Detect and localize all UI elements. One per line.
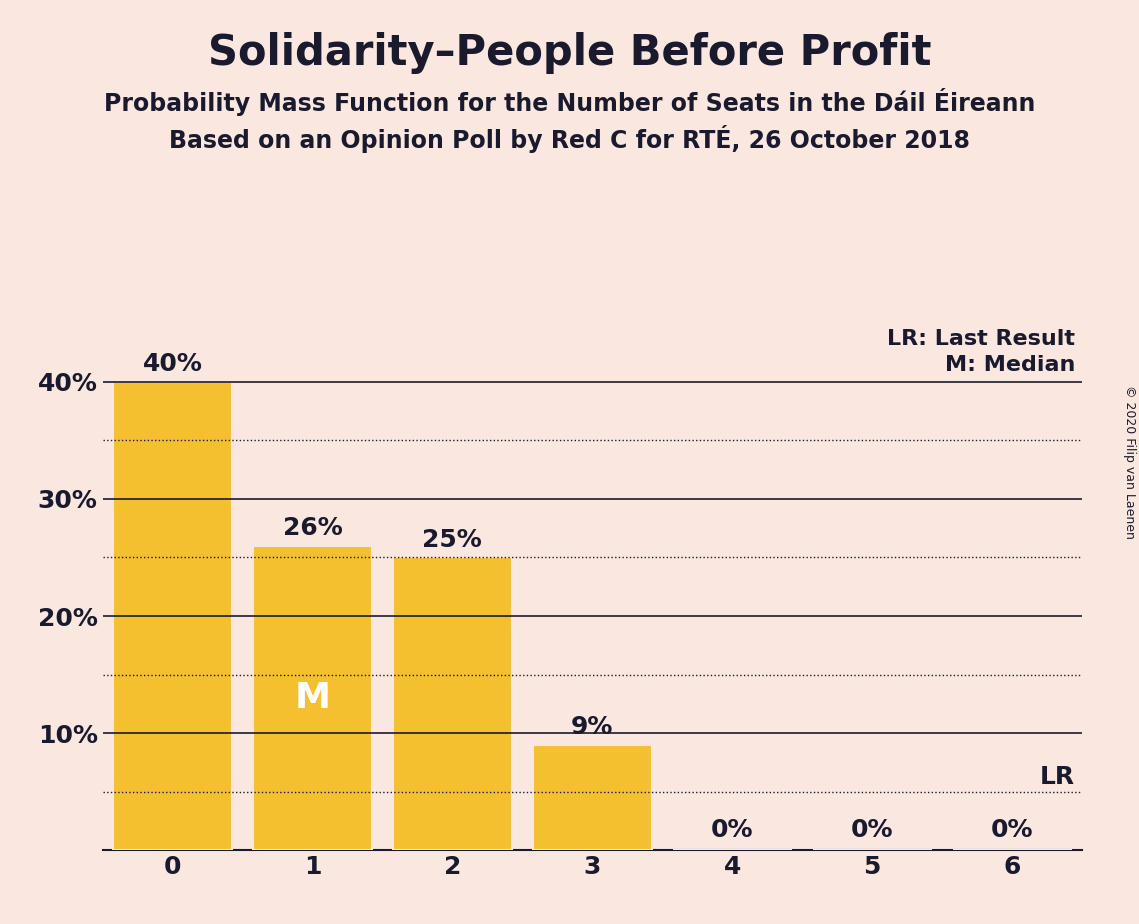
- Text: 0%: 0%: [991, 818, 1033, 842]
- Text: © 2020 Filip van Laenen: © 2020 Filip van Laenen: [1123, 385, 1137, 539]
- Text: 40%: 40%: [142, 352, 203, 376]
- Bar: [393, 557, 511, 850]
- Text: 25%: 25%: [423, 528, 482, 552]
- Text: Based on an Opinion Poll by Red C for RTÉ, 26 October 2018: Based on an Opinion Poll by Red C for RT…: [169, 125, 970, 152]
- Bar: [533, 745, 652, 850]
- Text: 26%: 26%: [282, 516, 343, 540]
- Bar: [113, 382, 232, 850]
- Text: LR: LR: [1040, 765, 1075, 789]
- Text: 9%: 9%: [571, 715, 614, 739]
- Bar: [253, 546, 371, 850]
- Text: Probability Mass Function for the Number of Seats in the Dáil Éireann: Probability Mass Function for the Number…: [104, 88, 1035, 116]
- Text: M: M: [294, 681, 330, 715]
- Text: Solidarity–People Before Profit: Solidarity–People Before Profit: [207, 32, 932, 74]
- Text: 0%: 0%: [711, 818, 754, 842]
- Text: LR: Last Result: LR: Last Result: [887, 329, 1075, 349]
- Text: M: Median: M: Median: [944, 355, 1075, 375]
- Text: 0%: 0%: [851, 818, 893, 842]
